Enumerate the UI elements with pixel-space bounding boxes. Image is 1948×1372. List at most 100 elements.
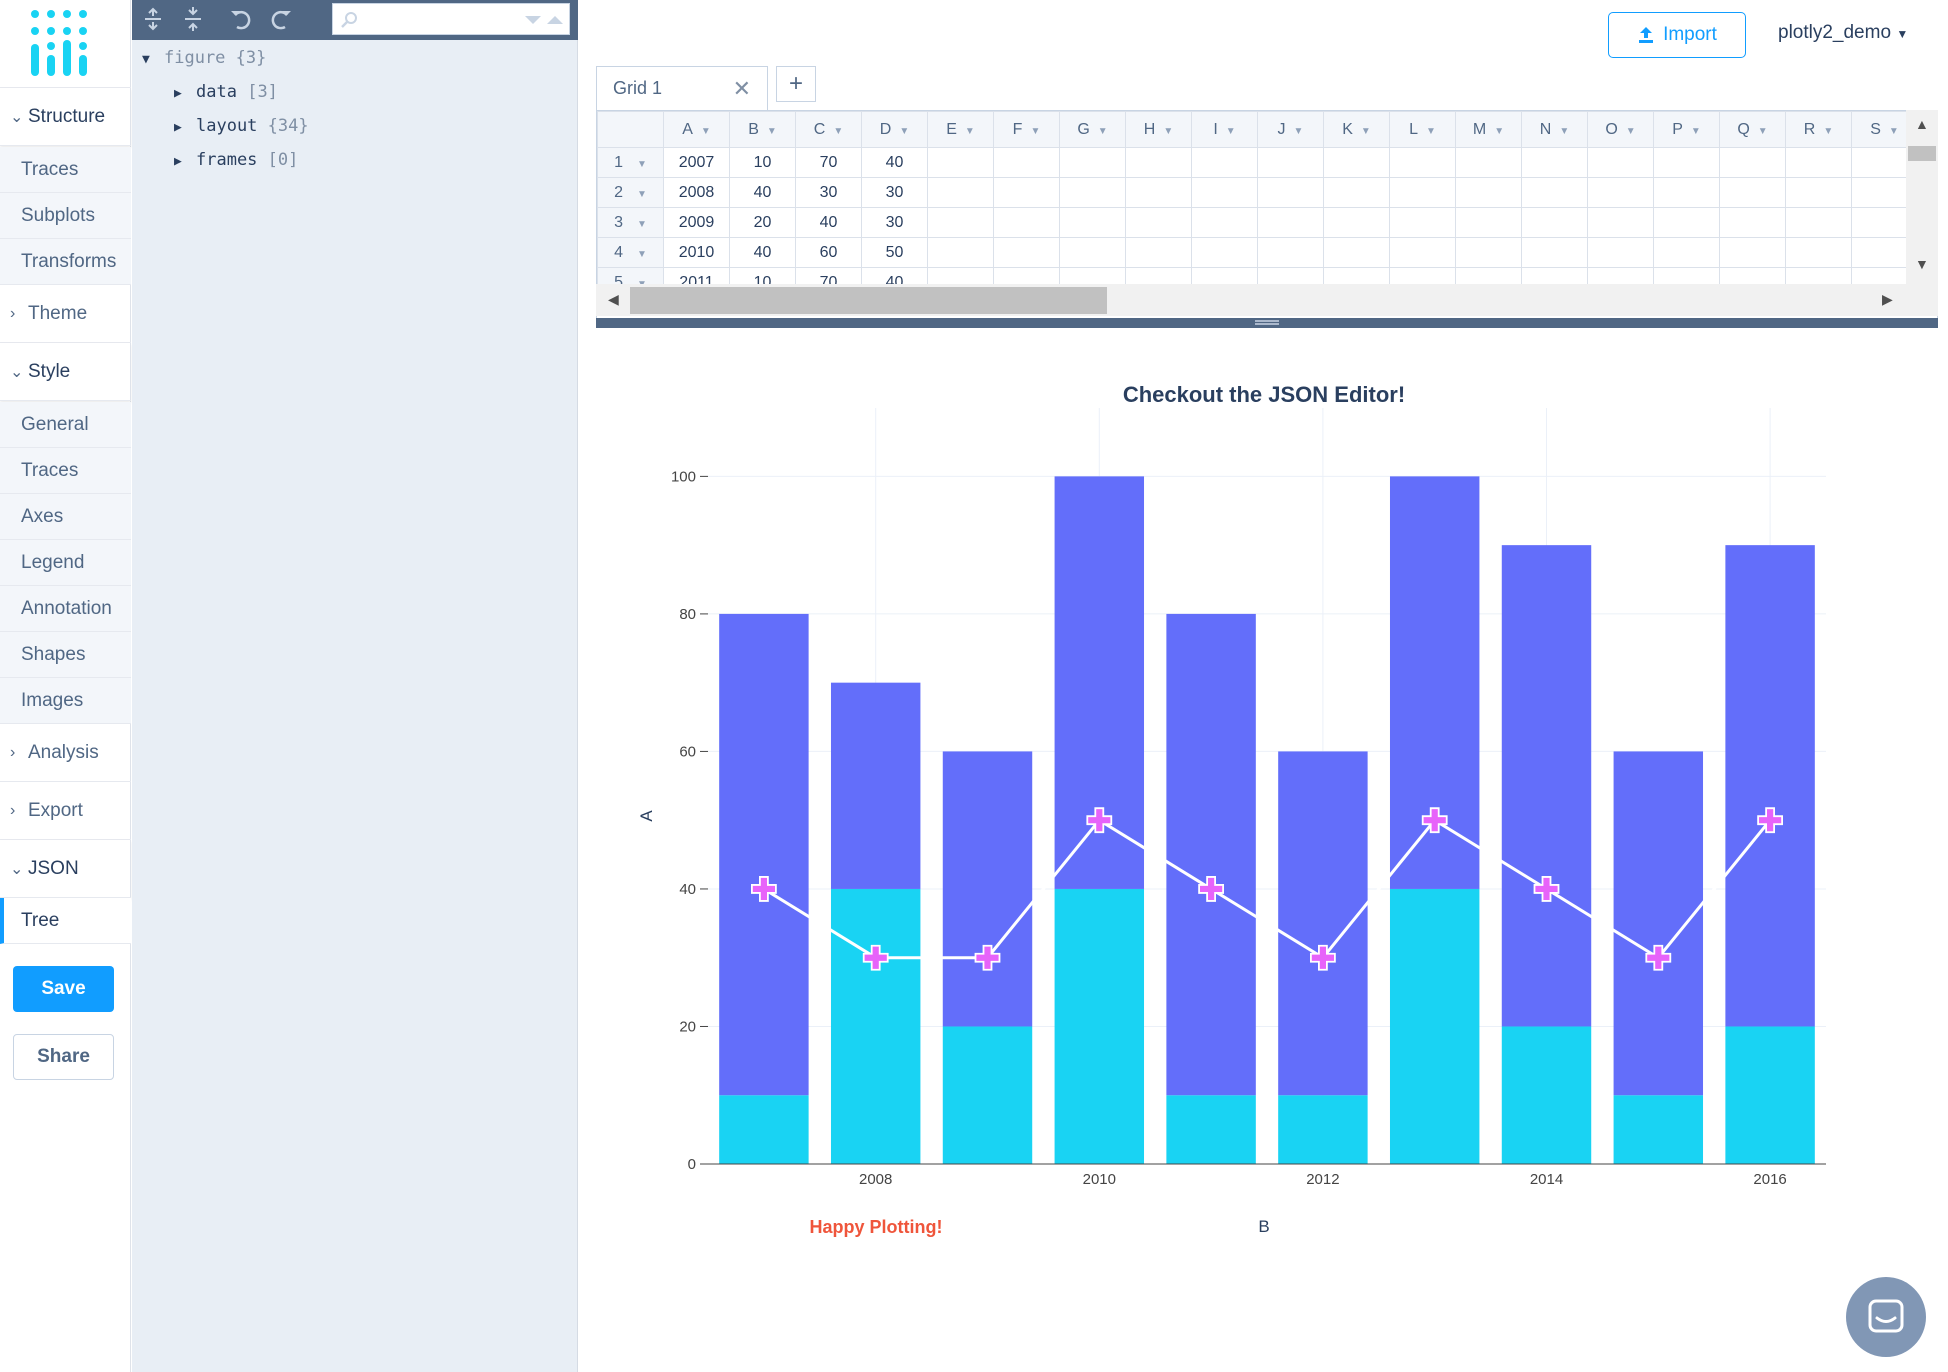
grid-cell[interactable]: 2010 (663, 237, 730, 268)
column-header[interactable]: I ▼ (1191, 111, 1258, 148)
grid-cell[interactable] (1719, 207, 1786, 238)
row-menu-icon[interactable]: ▼ (637, 158, 647, 170)
scroll-up-icon[interactable]: ▲ (1915, 116, 1929, 132)
nav-group-theme[interactable]: › Theme (0, 285, 131, 343)
grid-cell[interactable] (1389, 147, 1456, 178)
grid-cell[interactable] (1191, 207, 1258, 238)
nav-item-traces[interactable]: Traces (0, 147, 131, 193)
grid-cell[interactable] (1323, 207, 1390, 238)
collapse-all-icon[interactable] (178, 4, 208, 34)
column-header[interactable]: E ▼ (927, 111, 994, 148)
grid-cell[interactable] (1785, 207, 1852, 238)
nav-group-structure[interactable]: ⌄ Structure (0, 88, 131, 146)
column-header[interactable]: D ▼ (861, 111, 928, 148)
search-prev-icon[interactable] (545, 14, 565, 26)
grid-cell[interactable] (1125, 207, 1192, 238)
grid-cell[interactable]: 30 (861, 207, 928, 238)
grid-cell[interactable] (927, 237, 994, 268)
grid-cell[interactable]: 2008 (663, 177, 730, 208)
column-header[interactable]: A ▼ (663, 111, 730, 148)
nav-item-axes[interactable]: Axes (0, 494, 131, 540)
grid-cell[interactable]: 40 (729, 177, 796, 208)
nav-item-tree[interactable]: Tree (0, 898, 131, 944)
grid-cell[interactable] (993, 177, 1060, 208)
column-header[interactable]: B ▼ (729, 111, 796, 148)
grid-cell[interactable] (1719, 147, 1786, 178)
grid-cell[interactable] (1059, 177, 1126, 208)
save-button[interactable]: Save (13, 966, 114, 1012)
grid-cell[interactable] (1323, 147, 1390, 178)
column-header[interactable]: L ▼ (1389, 111, 1456, 148)
row-number[interactable]: 1 ▼ (597, 147, 664, 178)
column-menu-icon[interactable]: ▼ (1494, 125, 1505, 137)
column-header[interactable]: F ▼ (993, 111, 1060, 148)
row-number[interactable]: 3 ▼ (597, 207, 664, 238)
grid-cell[interactable] (1455, 207, 1522, 238)
column-header[interactable]: P ▼ (1653, 111, 1720, 148)
grid-cell[interactable] (993, 147, 1060, 178)
nav-item-images[interactable]: Images (0, 678, 131, 724)
grid-horizontal-scrollbar[interactable]: ◀ ▶ (596, 284, 1906, 316)
grid-cell[interactable] (1389, 237, 1456, 268)
grid-cell[interactable]: 20 (729, 207, 796, 238)
column-menu-icon[interactable]: ▼ (964, 125, 975, 137)
search-next-icon[interactable] (523, 14, 543, 26)
grid-cell[interactable] (1389, 207, 1456, 238)
grid-cell[interactable] (1323, 177, 1390, 208)
column-menu-icon[interactable]: ▼ (1559, 125, 1570, 137)
grid-cell[interactable] (1323, 237, 1390, 268)
grid-cell[interactable] (1653, 177, 1720, 208)
share-button[interactable]: Share (13, 1034, 114, 1080)
resize-handle[interactable] (596, 318, 1938, 328)
chart[interactable]: Checkout the JSON Editor! 0 20 40 60 80 100 2… (596, 340, 1938, 1270)
scroll-down-icon[interactable]: ▼ (1915, 256, 1929, 272)
tree-node-figure[interactable]: ▼ figure {3} (142, 48, 266, 68)
grid-cell[interactable] (927, 147, 994, 178)
column-menu-icon[interactable]: ▼ (1030, 125, 1041, 137)
row-number[interactable]: 4 ▼ (597, 237, 664, 268)
column-menu-icon[interactable]: ▼ (1625, 125, 1636, 137)
column-menu-icon[interactable]: ▼ (1163, 125, 1174, 137)
grid-cell[interactable] (1587, 237, 1654, 268)
grid-cell[interactable] (1257, 147, 1324, 178)
grid-cell[interactable]: 60 (795, 237, 862, 268)
grid-cell[interactable]: 30 (795, 177, 862, 208)
tree-node-data[interactable]: ▶ data [3] (174, 82, 278, 102)
column-header[interactable]: R ▼ (1785, 111, 1852, 148)
column-menu-icon[interactable]: ▼ (1225, 125, 1236, 137)
tab-grid-1[interactable]: Grid 1 ✕ (596, 66, 768, 110)
nav-item-shapes[interactable]: Shapes (0, 632, 131, 678)
grid-cell[interactable] (1521, 207, 1588, 238)
plotly-logo[interactable] (0, 0, 131, 88)
column-menu-icon[interactable]: ▼ (1757, 125, 1768, 137)
column-menu-icon[interactable]: ▼ (1823, 125, 1834, 137)
grid-cell[interactable]: 30 (861, 177, 928, 208)
column-menu-icon[interactable]: ▼ (833, 125, 844, 137)
grid-cell[interactable] (1785, 237, 1852, 268)
column-header[interactable]: G ▼ (1059, 111, 1126, 148)
column-menu-icon[interactable]: ▼ (1293, 125, 1304, 137)
column-header[interactable]: M ▼ (1455, 111, 1522, 148)
column-menu-icon[interactable]: ▼ (1690, 125, 1701, 137)
user-menu[interactable]: plotly2_demo ▼ (1778, 22, 1908, 44)
column-menu-icon[interactable]: ▼ (1888, 125, 1899, 137)
grid-cell[interactable] (1653, 237, 1720, 268)
chat-button[interactable] (1846, 1277, 1926, 1357)
grid-cell[interactable]: 70 (795, 147, 862, 178)
grid-cell[interactable]: 40 (861, 147, 928, 178)
nav-group-export[interactable]: › Export (0, 782, 131, 840)
close-icon[interactable]: ✕ (732, 76, 751, 101)
nav-item-subplots[interactable]: Subplots (0, 193, 131, 239)
nav-item-annotation[interactable]: Annotation (0, 586, 131, 632)
import-button[interactable]: Import (1608, 12, 1746, 58)
column-header[interactable]: J ▼ (1257, 111, 1324, 148)
grid-cell[interactable] (1125, 237, 1192, 268)
undo-icon[interactable] (226, 4, 256, 34)
grid-cell[interactable] (1719, 177, 1786, 208)
grid-cell[interactable] (1521, 147, 1588, 178)
scrollbar-thumb[interactable] (630, 287, 1107, 314)
tree-node-layout[interactable]: ▶ layout {34} (174, 116, 309, 136)
grid-cell[interactable] (1125, 177, 1192, 208)
grid-cell[interactable] (1719, 237, 1786, 268)
nav-group-analysis[interactable]: › Analysis (0, 724, 131, 782)
